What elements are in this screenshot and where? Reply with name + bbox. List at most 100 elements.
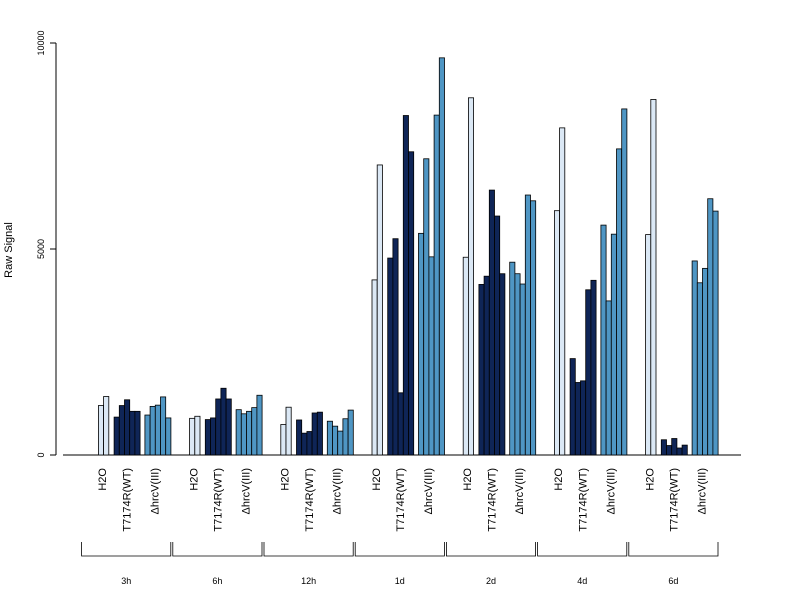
bar: [574, 382, 581, 456]
sample-label: ΔhrcV(III): [332, 468, 344, 514]
bar: [134, 410, 141, 456]
bar: [519, 283, 526, 456]
bar: [246, 410, 253, 456]
bar: [347, 409, 354, 456]
bar: [371, 279, 378, 456]
bar: [387, 257, 394, 456]
bar: [590, 279, 597, 456]
bar: [666, 445, 673, 456]
bar: [621, 108, 628, 456]
bar: [210, 417, 217, 456]
bar: [235, 409, 242, 456]
y-tick-label: 0: [36, 452, 46, 457]
sample-label: H2O: [280, 468, 292, 491]
bar: [342, 418, 349, 456]
y-tick-label: 10000: [36, 30, 46, 55]
bar: [103, 396, 110, 456]
bar: [397, 392, 404, 456]
bar: [433, 114, 440, 456]
bar: [691, 260, 698, 456]
bar: [610, 233, 617, 456]
bar: [204, 419, 211, 456]
sample-label: ΔhrcV(III): [605, 468, 617, 514]
bar: [616, 148, 623, 456]
bar: [154, 404, 161, 456]
bar: [605, 300, 612, 456]
bar: [585, 289, 592, 456]
group-bracket: [537, 542, 628, 557]
bar: [580, 380, 587, 456]
bar: [280, 424, 287, 456]
time-label: 6d: [668, 576, 678, 586]
bar: [402, 115, 409, 456]
bar: [499, 273, 506, 456]
bar: [671, 438, 678, 456]
bar: [488, 189, 495, 456]
bar: [194, 415, 201, 456]
bar: [189, 417, 196, 456]
bar: [225, 398, 232, 456]
bar: [129, 410, 136, 456]
bar: [569, 358, 576, 456]
bar: [160, 396, 167, 456]
y-tick-label: 5000: [36, 239, 46, 259]
time-label: 1d: [395, 576, 405, 586]
sample-label: T7174R(WT): [578, 468, 590, 532]
sample-label: T7174R(WT): [669, 468, 681, 532]
bar: [118, 405, 125, 456]
group-bracket: [172, 542, 263, 557]
bar: [702, 267, 709, 456]
bar: [467, 97, 474, 456]
bar: [332, 425, 339, 456]
bar: [645, 234, 652, 456]
bar: [650, 99, 657, 456]
bar: [676, 447, 683, 456]
time-label: 3h: [121, 576, 131, 586]
bar: [428, 256, 435, 456]
bar: [256, 394, 263, 456]
sample-label: T7174R(WT): [395, 468, 407, 532]
bar: [600, 224, 607, 456]
bar: [707, 198, 714, 456]
bar: [462, 256, 469, 456]
bar: [554, 210, 561, 456]
sample-label: H2O: [97, 468, 109, 491]
bar: [285, 406, 292, 456]
bar: [408, 151, 415, 456]
group-bracket: [263, 542, 354, 557]
bar: [509, 261, 516, 456]
sample-label: H2O: [462, 468, 474, 491]
bar: [376, 164, 383, 456]
bar: [483, 275, 490, 456]
bar: [681, 444, 688, 456]
bar: [98, 405, 105, 456]
sample-label: T7174R(WT): [486, 468, 498, 532]
sample-label: H2O: [553, 468, 565, 491]
bar: [144, 414, 151, 456]
bar: [215, 398, 222, 456]
sample-label: ΔhrcV(III): [423, 468, 435, 514]
time-label: 4d: [577, 576, 587, 586]
time-label: 6h: [212, 576, 222, 586]
sample-label: ΔhrcV(III): [149, 468, 161, 514]
sample-label: T7174R(WT): [122, 468, 134, 532]
bar: [494, 215, 501, 456]
bar: [306, 431, 313, 456]
group-bracket: [354, 542, 445, 557]
bar: [514, 273, 521, 456]
bar: [712, 210, 719, 456]
sample-label: H2O: [188, 468, 200, 491]
bar: [251, 407, 258, 456]
time-label: 2d: [486, 576, 496, 586]
y-axis-label: Raw Signal: [3, 222, 15, 278]
bar: [316, 411, 323, 456]
bar: [392, 238, 399, 456]
sample-label: ΔhrcV(III): [241, 468, 253, 514]
sample-label: ΔhrcV(III): [697, 468, 709, 514]
bar: [559, 127, 566, 456]
bar: [530, 200, 537, 456]
bar: [326, 420, 333, 456]
bar: [660, 439, 667, 456]
group-bracket: [446, 542, 536, 557]
